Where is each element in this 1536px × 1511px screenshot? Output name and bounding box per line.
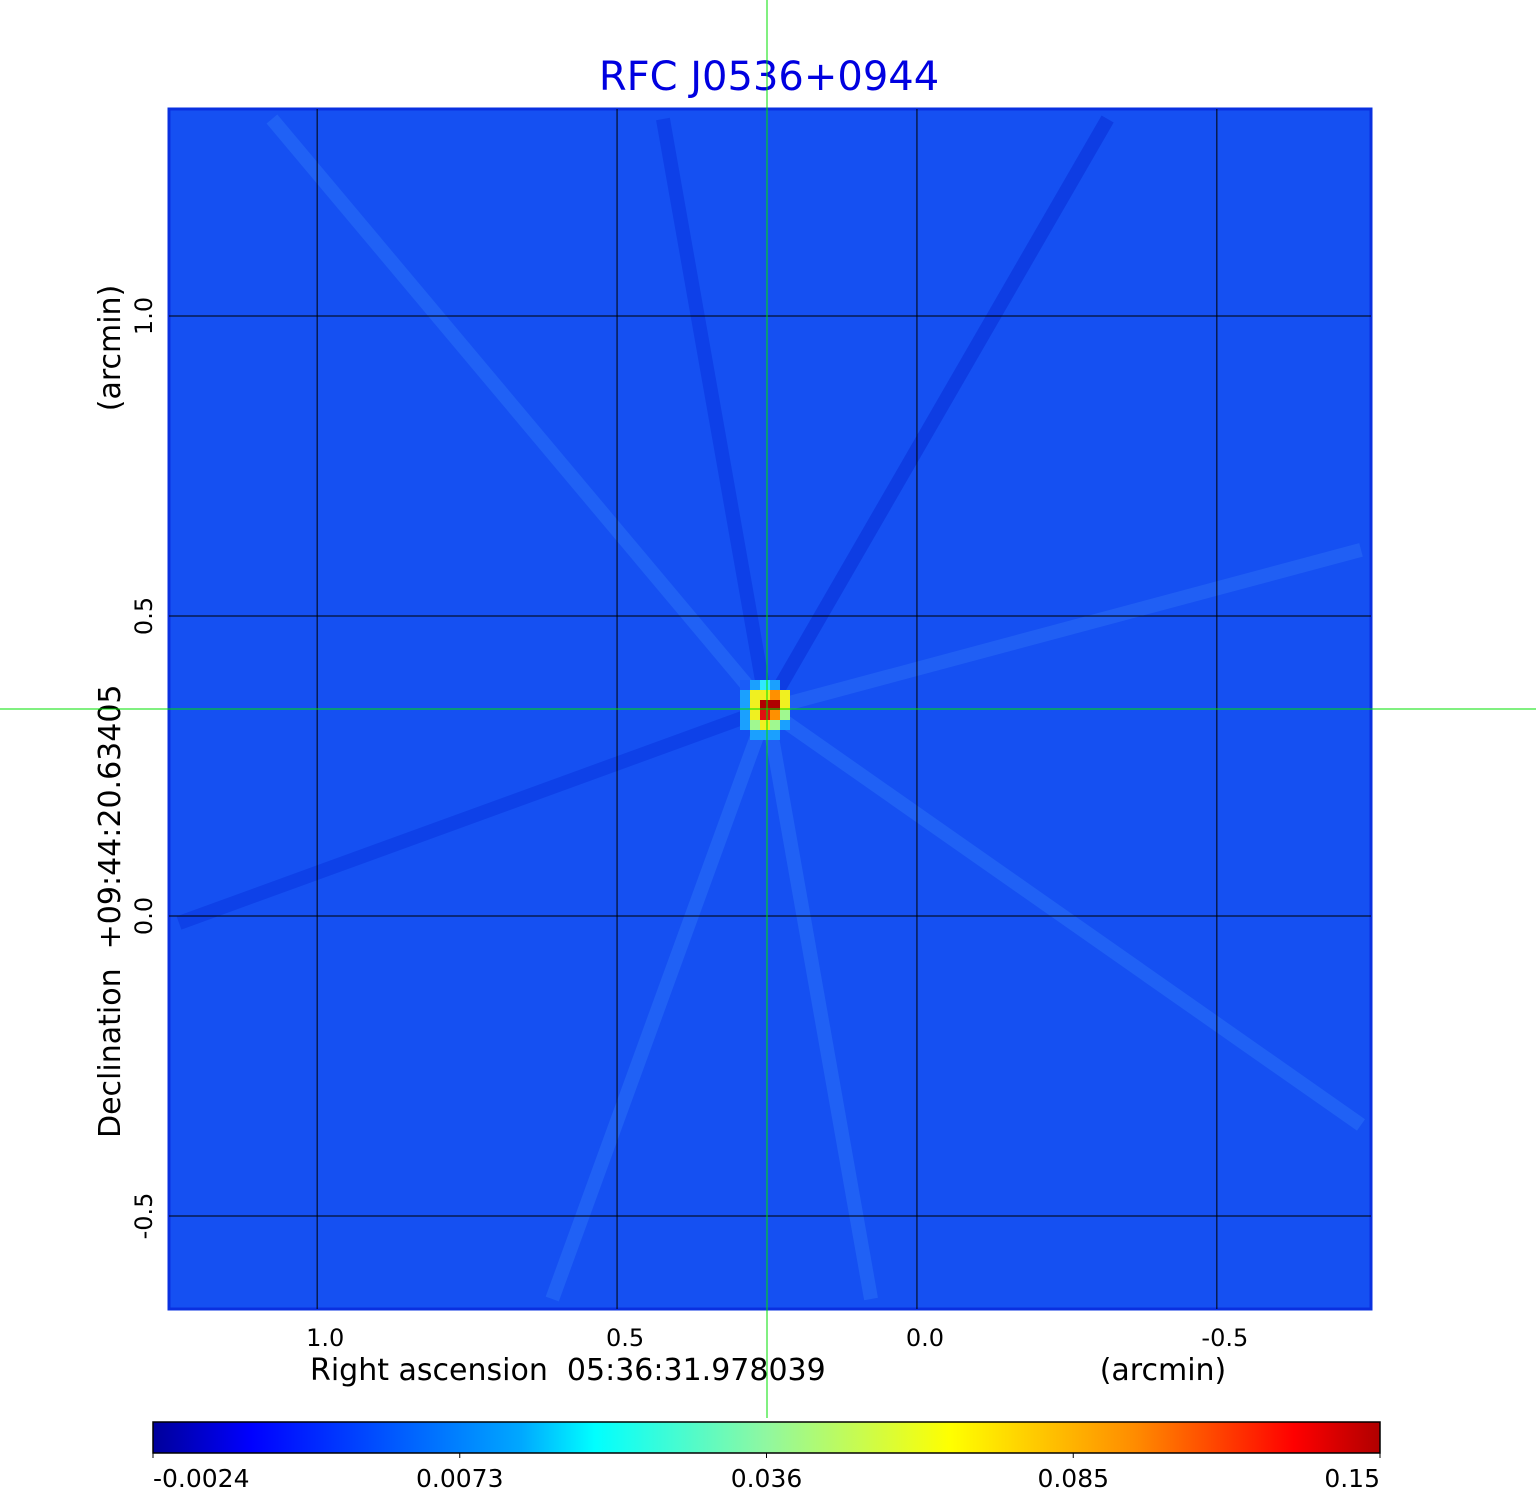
source-pixel bbox=[740, 680, 750, 690]
y-tick-label: 0.5 bbox=[130, 597, 158, 635]
source-pixel bbox=[740, 720, 750, 730]
source-pixel bbox=[780, 690, 790, 700]
x-tick-label: 0.5 bbox=[606, 1324, 644, 1352]
sidelobe-streak bbox=[266, 114, 773, 714]
source-pixel bbox=[760, 690, 770, 700]
y-tick-label: -0.5 bbox=[130, 1193, 158, 1240]
source-pixel bbox=[760, 710, 770, 720]
source-pixel bbox=[750, 680, 760, 690]
sidelobe-streak bbox=[176, 702, 770, 930]
source-pixel bbox=[750, 700, 760, 710]
source-pixel bbox=[760, 680, 770, 690]
sidelobe-streaks bbox=[176, 114, 1366, 1302]
source-pixel bbox=[740, 710, 750, 720]
sidelobe-streak bbox=[762, 703, 1366, 1131]
source-pixel bbox=[780, 710, 790, 720]
colorbar-tick-label: 0.036 bbox=[731, 1464, 803, 1493]
crosshair bbox=[0, 0, 1536, 1418]
source-pixel bbox=[750, 730, 760, 740]
y-axis-unit: (arcmin) bbox=[93, 285, 128, 412]
source-pixel bbox=[750, 690, 760, 700]
colorbar-tick-label: 0.085 bbox=[1037, 1464, 1109, 1493]
colorbar-tick-label: -0.0024 bbox=[153, 1464, 250, 1493]
source-pixel bbox=[740, 690, 750, 700]
x-tick-label: -0.5 bbox=[1201, 1324, 1248, 1352]
source-pixel bbox=[770, 730, 780, 740]
x-axis-unit: (arcmin) bbox=[1100, 1353, 1227, 1388]
y-tick-label: 0.0 bbox=[130, 897, 158, 935]
sidelobe-streak bbox=[656, 117, 774, 711]
x-axis-label: Right ascension 05:36:31.978039 bbox=[310, 1353, 826, 1388]
sidelobe-streak bbox=[760, 707, 878, 1301]
sidelobe-streak bbox=[545, 706, 774, 1302]
colorbar-tick-label: 0.15 bbox=[1324, 1464, 1380, 1493]
y-axis-label: Declination +09:44:20.63405 bbox=[93, 684, 128, 1138]
colorbar bbox=[152, 1421, 1381, 1454]
source-pixel bbox=[770, 710, 780, 720]
sidelobe-streak bbox=[760, 115, 1114, 713]
x-tick-label: 0.0 bbox=[906, 1324, 944, 1352]
source-pixel bbox=[750, 710, 760, 720]
plot-clip-group bbox=[176, 114, 1366, 1302]
source-pixel bbox=[770, 690, 780, 700]
source-pixel bbox=[780, 700, 790, 710]
sidelobe-streak bbox=[765, 543, 1363, 716]
source-pixels bbox=[740, 680, 790, 740]
x-tick-label: 1.0 bbox=[306, 1324, 344, 1352]
colorbar-ticks: -0.0024 0.0073 0.036 0.085 0.15 bbox=[152, 1453, 1381, 1493]
chart-title: RFC J0536+0944 bbox=[599, 54, 939, 100]
source-pixel bbox=[770, 720, 780, 730]
source-pixel bbox=[770, 700, 780, 710]
source-pixel bbox=[750, 720, 760, 730]
y-tick-label: 1.0 bbox=[130, 297, 158, 335]
source-pixel bbox=[760, 720, 770, 730]
source-pixel bbox=[740, 700, 750, 710]
colorbar-tick-label: 0.0073 bbox=[416, 1464, 503, 1493]
tick-labels: 1.0 0.5 0.0 -0.5 1.0 0.5 0.0 -0.5 bbox=[130, 297, 1248, 1352]
source-pixel bbox=[770, 680, 780, 690]
source-pixel bbox=[760, 700, 770, 710]
source-pixel bbox=[780, 720, 790, 730]
source-pixel bbox=[760, 730, 770, 740]
